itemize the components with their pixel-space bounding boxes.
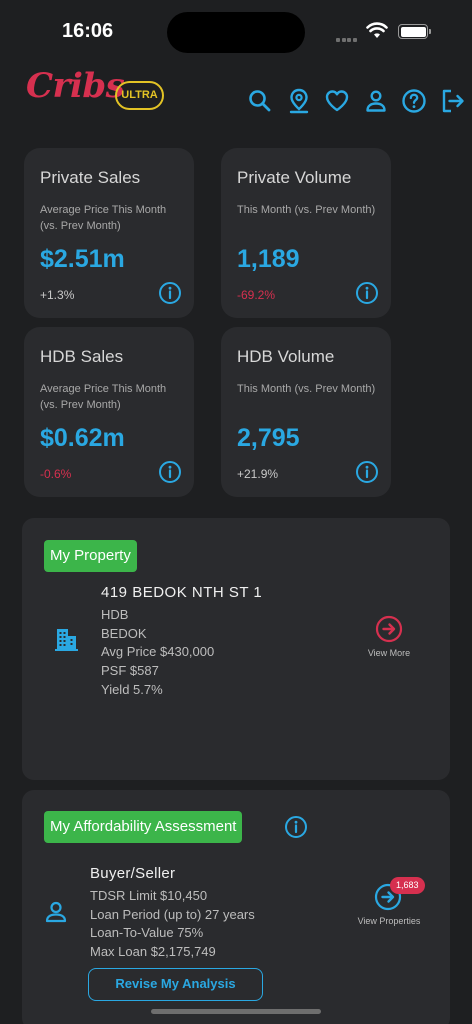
user-icon[interactable] [363,88,389,114]
my-property-panel: My Property 419 BEDOK NTH ST 1 HDB BEDOK… [22,518,450,780]
stat-title: HDB Volume [237,347,335,366]
dynamic-island [167,12,305,53]
stat-value: 1,189 [237,245,300,273]
arrow-right-circle-icon[interactable] [374,883,402,911]
tdsr-limit: TDSR Limit $10,450 [90,888,208,903]
stat-value: 2,795 [237,424,300,452]
stat-subtitle: This Month (vs. Prev Month) [237,204,376,216]
status-bar: 16:06 [0,0,472,60]
wifi-icon [366,22,388,44]
stat-value: $0.62m [40,424,125,452]
help-icon[interactable] [401,88,427,114]
stat-title: Private Sales [40,168,141,187]
person-icon [43,899,69,925]
affordability-tag: My Affordability Assessment [44,811,243,843]
affordability-role: Buyer/Seller [90,865,176,882]
stat-subtitle: Average Price This Month (vs. Prev Month… [40,204,167,232]
stat-title: HDB Sales [40,347,124,366]
stat-change: -69.2% [237,288,276,302]
view-properties-link[interactable]: View Properties [357,916,421,926]
stat-card-hdb-sales[interactable]: HDB Sales Average Price This Month (vs. … [24,327,194,497]
loan-to-value: Loan-To-Value 75% [90,925,204,940]
location-pin-icon[interactable] [286,88,312,114]
property-avg-price: Avg Price $430,000 [101,644,215,659]
ultra-badge: ULTRA [115,81,164,110]
info-icon[interactable] [158,460,182,484]
stat-card-private-volume[interactable]: Private Volume This Month (vs. Prev Mont… [221,148,391,318]
heart-icon[interactable] [324,88,350,114]
stat-change: -0.6% [40,467,72,481]
info-icon[interactable] [284,815,308,839]
my-property-tag: My Property [44,540,137,572]
stat-change: +1.3% [40,288,75,302]
max-loan: Max Loan $2,175,749 [90,944,216,959]
arrow-right-circle-icon[interactable] [375,615,403,643]
stat-subtitle: This Month (vs. Prev Month) [237,383,376,395]
logout-icon[interactable] [440,88,466,114]
property-town: BEDOK [101,626,147,641]
view-more-link[interactable]: View More [367,648,411,658]
affordability-panel: My Affordability Assessment Buyer/Seller… [22,790,450,1024]
stat-card-private-sales[interactable]: Private Sales Average Price This Month (… [24,148,194,318]
property-address: 419 BEDOK NTH ST 1 [101,584,263,601]
stat-change: +21.9% [237,467,279,481]
battery-icon [398,24,431,39]
building-icon [52,624,80,652]
info-icon[interactable] [355,281,379,305]
stat-subtitle: Average Price This Month (vs. Prev Month… [40,383,167,411]
stat-value: $2.51m [40,245,125,273]
property-psf: PSF $587 [101,663,159,678]
stat-title: Private Volume [237,168,352,187]
search-icon[interactable] [247,88,273,114]
info-icon[interactable] [158,281,182,305]
loan-period: Loan Period (up to) 27 years [90,907,255,922]
revise-analysis-button[interactable]: Revise My Analysis [88,968,263,1001]
property-yield: Yield 5.7% [101,682,163,697]
status-time: 16:06 [62,20,114,42]
brand-logo: Cribs [26,66,125,106]
properties-count-badge: 1,683 [390,877,425,894]
property-type: HDB [101,607,129,622]
cellular-signal-icon [336,29,362,42]
home-indicator[interactable] [151,1009,321,1014]
info-icon[interactable] [355,460,379,484]
stat-card-hdb-volume[interactable]: HDB Volume This Month (vs. Prev Month) 2… [221,327,391,497]
